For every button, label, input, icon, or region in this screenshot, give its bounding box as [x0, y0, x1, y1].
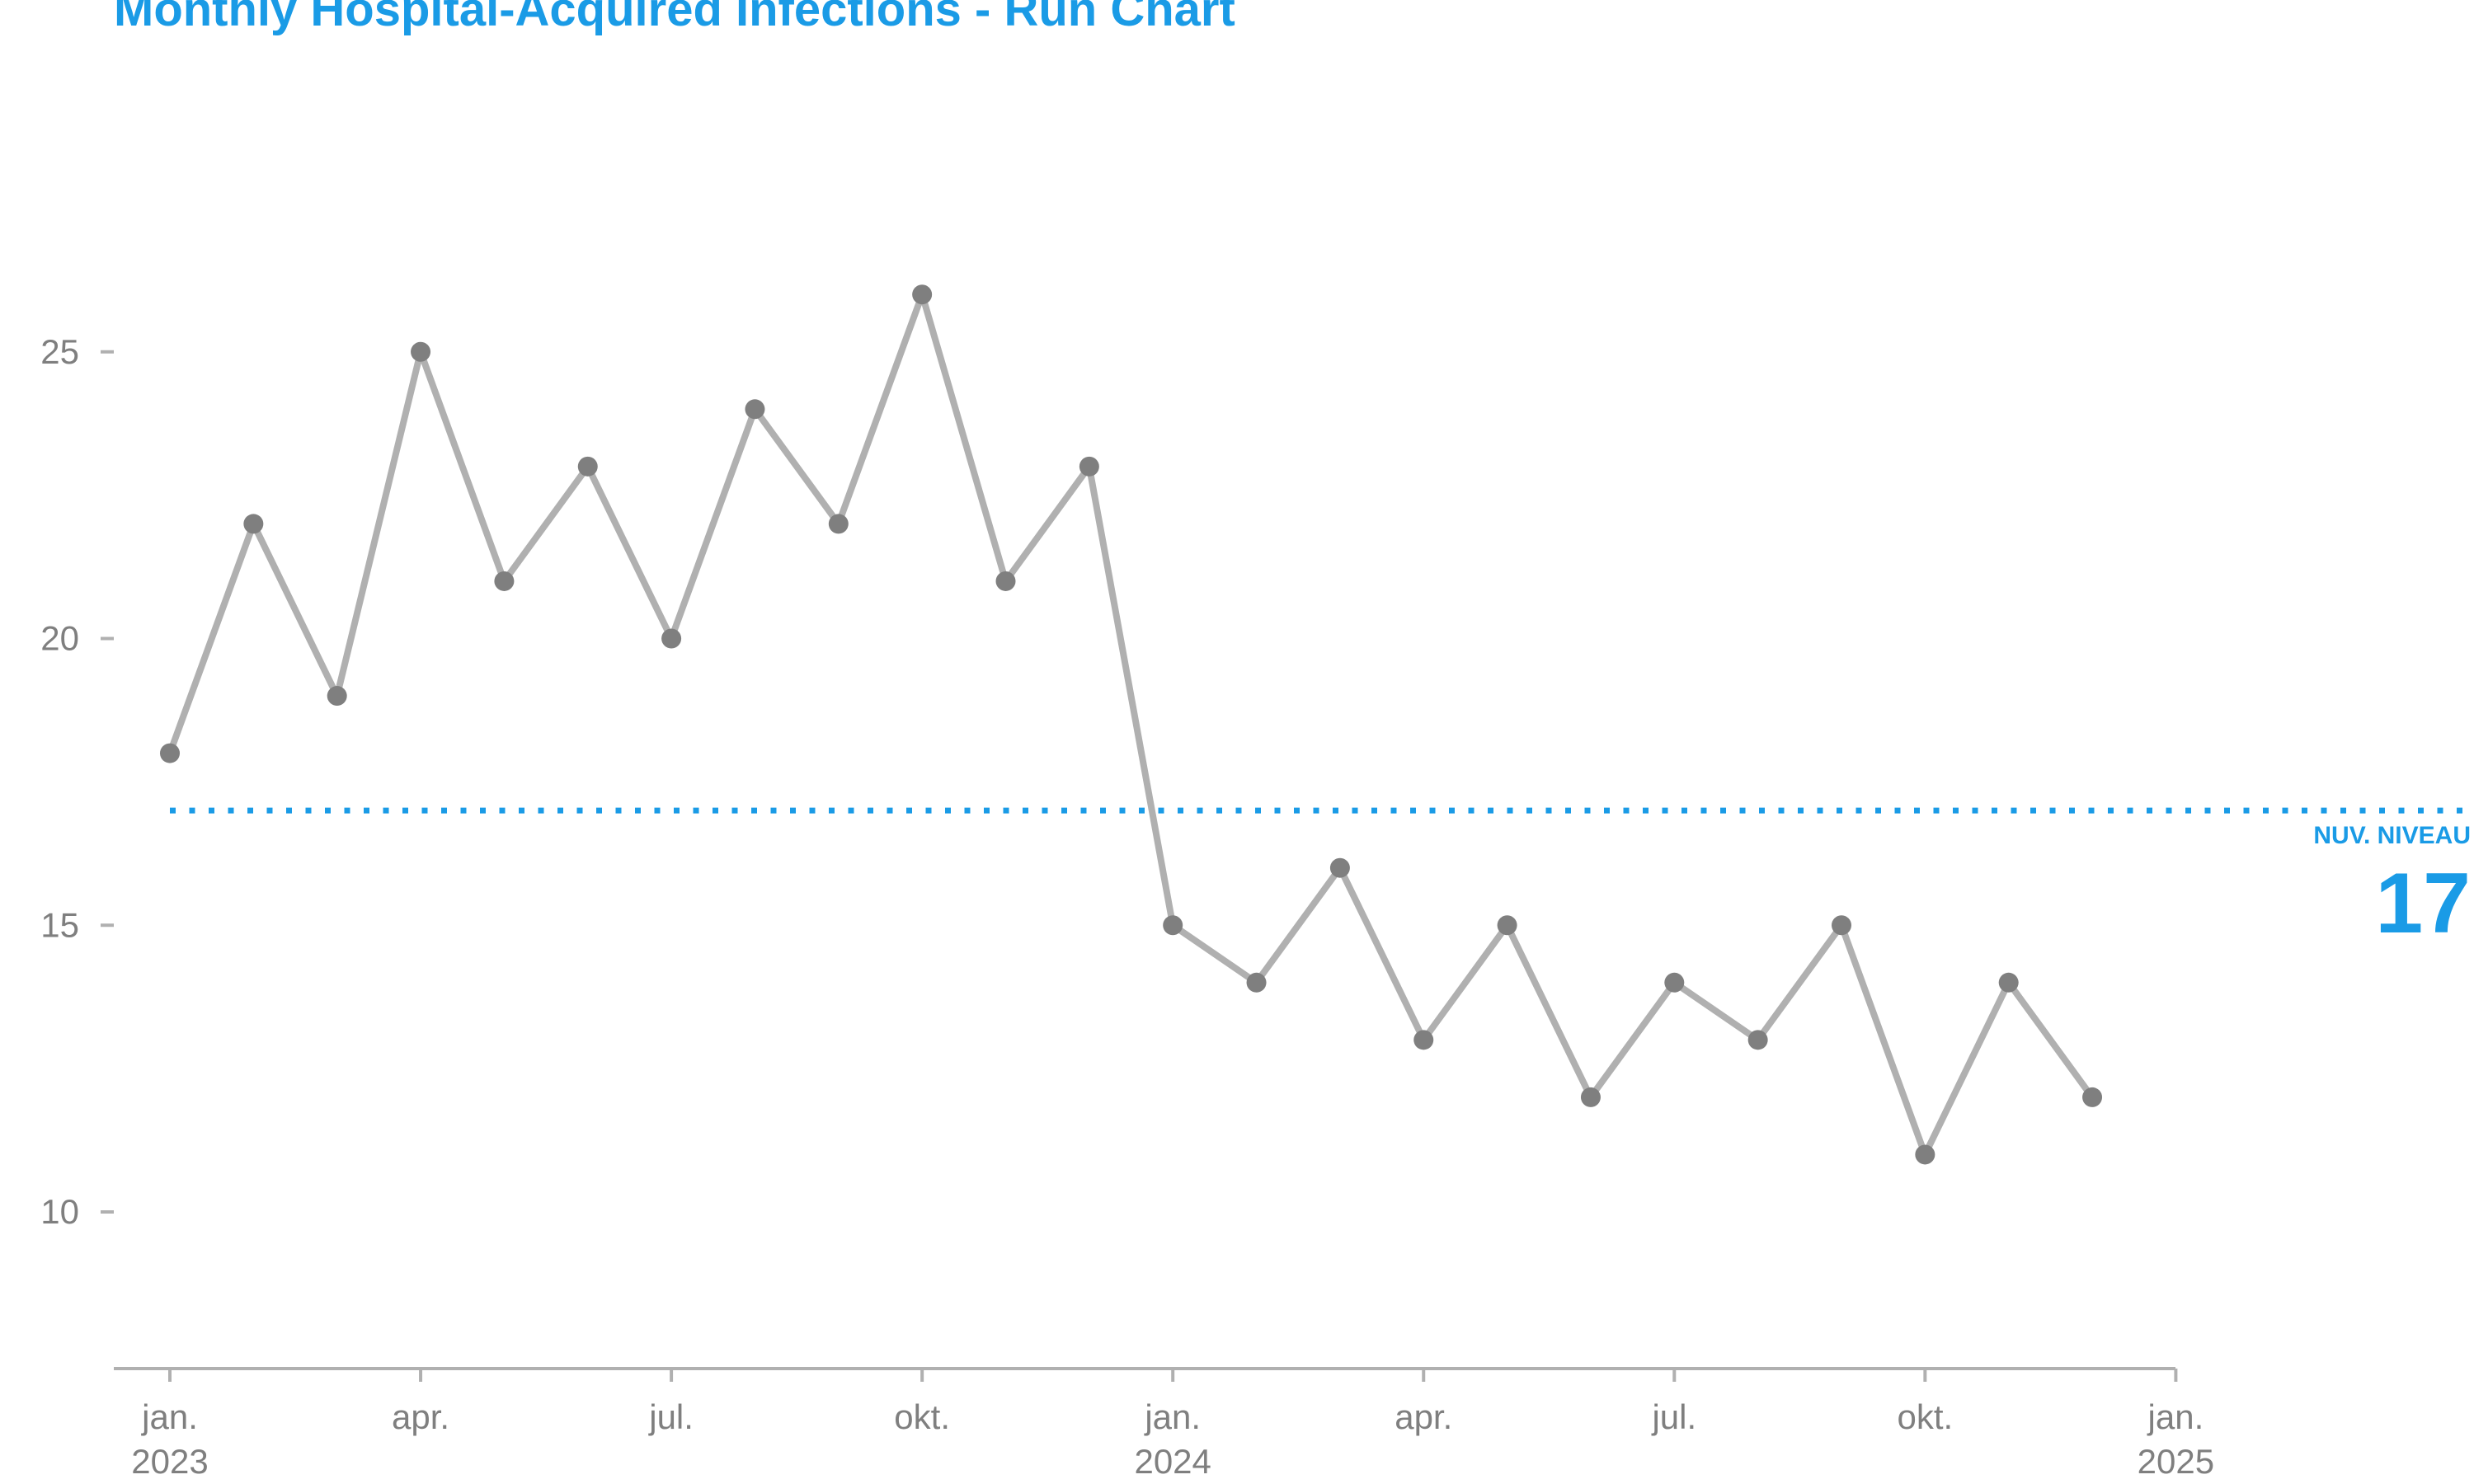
x-tick-year-label: 2023	[131, 1442, 208, 1481]
series-line	[167, 291, 2095, 1158]
data-point	[661, 628, 682, 649]
data-point	[1580, 1087, 1601, 1107]
x-tick-label: jan.	[1143, 1397, 1201, 1436]
data-point	[494, 571, 515, 591]
data-point	[1413, 1030, 1434, 1050]
x-tick-label: jul.	[1650, 1397, 1696, 1436]
x-tick-label: okt.	[894, 1397, 950, 1436]
data-point	[912, 284, 933, 305]
data-point	[745, 399, 765, 420]
data-point	[1497, 915, 1517, 936]
data-point	[1747, 1030, 1768, 1050]
data-point	[1664, 972, 1685, 993]
data-point	[1246, 972, 1267, 993]
x-tick-label: apr.	[392, 1397, 449, 1436]
data-point	[1163, 915, 1183, 936]
data-point	[2082, 1087, 2103, 1107]
data-point	[160, 743, 180, 763]
data-point	[995, 571, 1016, 591]
data-point	[1329, 857, 1350, 878]
data-point	[327, 686, 347, 707]
reference-line-label: NUV. NIVEAU	[2313, 822, 2471, 849]
reference-line-value: 17	[2375, 856, 2471, 951]
x-tick-label: apr.	[1395, 1397, 1452, 1436]
x-tick-label: jul.	[647, 1397, 694, 1436]
x-tick-year-label: 2025	[2138, 1442, 2214, 1481]
y-tick-label: 10	[40, 1192, 79, 1231]
data-series	[160, 284, 2103, 1165]
data-point	[1079, 456, 1099, 477]
data-point	[243, 514, 264, 534]
x-tick-label: jan.	[140, 1397, 198, 1436]
y-tick-label: 20	[40, 619, 79, 658]
data-point	[411, 341, 431, 362]
data-point	[1832, 915, 1851, 936]
x-tick-year-label: 2024	[1134, 1442, 1211, 1481]
reference-line-group: NUV. NIVEAU 17	[170, 807, 2474, 951]
data-point	[1998, 972, 2019, 993]
data-point	[577, 456, 598, 477]
y-axis: 10 15 20 25	[40, 332, 114, 1231]
y-tick-label: 25	[40, 332, 79, 371]
x-tick-label: jan.	[2147, 1397, 2204, 1436]
x-axis: jan. 2023 apr. jul. okt. jan. 2024 apr. jul. okt.…	[114, 1367, 2214, 1481]
x-tick-label: okt.	[1897, 1397, 1953, 1436]
data-point	[828, 514, 849, 534]
data-point	[1915, 1144, 1935, 1165]
chart-title: Monthly Hospital-Acquired Infections - R…	[114, 0, 1235, 36]
y-tick-label: 15	[40, 905, 79, 944]
